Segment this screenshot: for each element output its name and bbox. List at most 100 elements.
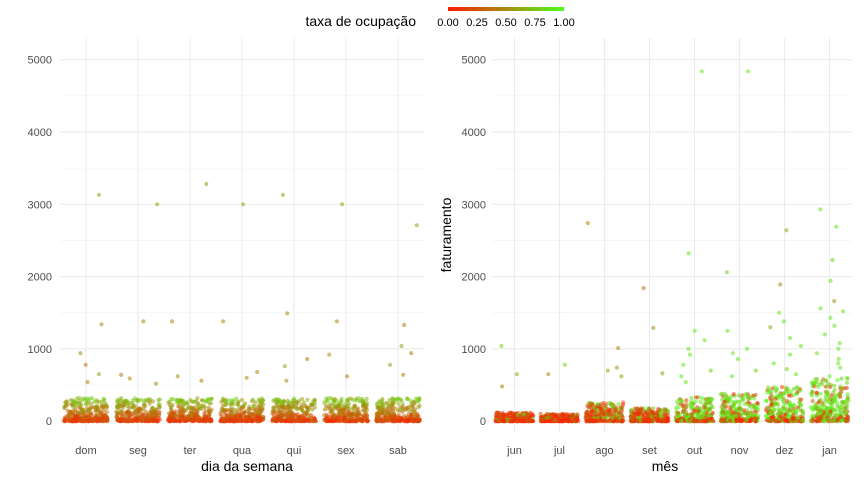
data-point (123, 413, 128, 418)
data-point (340, 202, 345, 207)
data-point (327, 352, 332, 357)
data-point (570, 417, 575, 422)
data-point (643, 418, 648, 423)
left-x-axis-title: dia da semana (201, 458, 293, 474)
x-tick-label: sab (389, 445, 407, 457)
data-point (409, 403, 414, 408)
data-point (675, 399, 680, 404)
data-point (553, 419, 558, 424)
data-point (183, 408, 188, 413)
data-point (341, 415, 346, 420)
data-point (341, 407, 346, 412)
data-point (273, 406, 278, 411)
data-point (654, 410, 659, 415)
data-point (657, 410, 663, 415)
data-point (588, 412, 593, 417)
data-point (689, 411, 695, 416)
data-point (845, 392, 850, 397)
data-point (345, 415, 350, 421)
data-point (78, 351, 83, 356)
data-point (187, 414, 192, 419)
data-point (305, 356, 310, 362)
data-point (796, 405, 801, 410)
data-point (835, 378, 840, 383)
data-point (770, 386, 775, 391)
data-point (299, 416, 304, 421)
data-point (133, 413, 138, 418)
data-point (840, 418, 845, 423)
data-point (114, 414, 119, 419)
data-point (284, 378, 289, 383)
data-point (280, 192, 285, 197)
data-point (793, 372, 799, 377)
data-point (334, 319, 339, 324)
data-point (746, 399, 751, 405)
data-point (349, 411, 355, 416)
data-point (209, 407, 214, 412)
data-point (336, 403, 341, 408)
data-point (234, 396, 239, 401)
data-point (768, 325, 773, 330)
data-point (620, 419, 625, 424)
data-point (416, 396, 421, 401)
data-point (830, 257, 835, 262)
data-point (141, 319, 146, 324)
data-point (75, 396, 80, 401)
legend-label: 0.00 (437, 17, 458, 29)
data-point (656, 406, 661, 412)
data-point (498, 418, 503, 423)
data-point (80, 398, 85, 403)
data-point (219, 399, 224, 404)
data-point (255, 369, 260, 375)
data-point (841, 309, 846, 314)
data-point (352, 403, 357, 408)
data-point (666, 419, 671, 424)
data-point (605, 368, 610, 373)
data-point (845, 413, 850, 419)
data-point (285, 311, 290, 316)
data-point (724, 270, 730, 275)
data-point (749, 405, 754, 410)
data-point (651, 325, 656, 330)
data-point (344, 374, 350, 379)
x-tick-label: dom (75, 445, 96, 457)
data-point (375, 405, 380, 410)
data-point (415, 419, 420, 424)
data-point (396, 401, 401, 406)
data-point (681, 362, 686, 367)
data-point (83, 409, 89, 414)
data-point (151, 417, 156, 422)
data-point (634, 411, 639, 416)
data-point (778, 408, 783, 413)
data-point (546, 372, 551, 377)
data-point (777, 310, 782, 315)
data-point (645, 411, 650, 416)
data-point (288, 401, 293, 406)
data-point (841, 399, 846, 404)
data-point (493, 419, 498, 424)
data-point (784, 385, 789, 390)
data-point (810, 406, 816, 411)
data-point (389, 413, 394, 418)
data-point (231, 407, 236, 412)
data-point (363, 406, 368, 411)
data-point (658, 413, 663, 418)
data-point (816, 400, 821, 405)
right-x-axis-title: mês (652, 458, 678, 474)
data-point (354, 396, 359, 401)
data-point (790, 416, 795, 421)
data-point (832, 299, 837, 304)
data-point (255, 415, 260, 420)
data-point (686, 251, 691, 256)
data-point (208, 401, 214, 406)
data-point (783, 390, 788, 395)
color-legend: taxa de ocupação 0.00 0.25 0.50 0.75 1.0… (305, 7, 575, 29)
data-point (795, 385, 800, 390)
data-point (728, 397, 733, 402)
legend-labels: 0.00 0.25 0.50 0.75 1.00 (437, 17, 574, 29)
data-point (646, 406, 651, 411)
data-point (755, 401, 760, 406)
data-point (662, 419, 667, 424)
y-tick-label: 5000 (462, 55, 486, 67)
right-y-tick-labels: 0 1000 2000 3000 4000 5000 (462, 55, 486, 428)
